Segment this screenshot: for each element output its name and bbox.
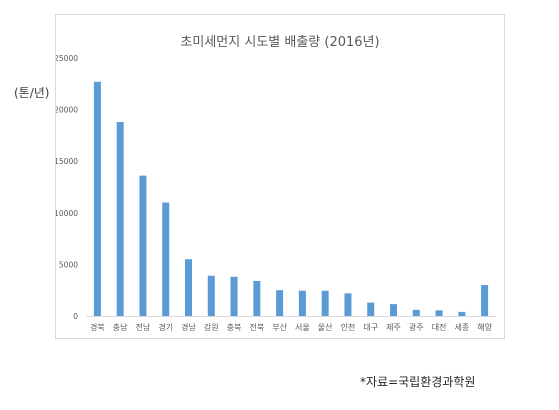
bar — [207, 275, 215, 316]
bar — [162, 202, 170, 316]
x-tick-label: 서울 — [295, 323, 310, 332]
y-tick-label: 15000 — [56, 157, 78, 166]
x-tick-label: 경북 — [90, 322, 105, 332]
x-tick-label: 부산 — [272, 322, 287, 332]
bar — [230, 276, 238, 316]
x-tick-label: 경남 — [181, 322, 196, 332]
x-axis: 경북 충남 전남 경기 경남 강원 충북 전북 부산 서울 울산 인천 대구 제주 광주 대전 세종 해양 — [90, 322, 493, 332]
x-tick-label: 강원 — [204, 322, 219, 332]
x-tick-label: 전남 — [136, 322, 151, 332]
x-tick-label: 해양 — [477, 322, 492, 332]
bar — [481, 285, 489, 316]
bar — [253, 280, 261, 316]
bar — [344, 293, 352, 316]
bar-series — [93, 81, 489, 317]
bar — [276, 290, 284, 316]
y-axis: 0 5000 10000 15000 20000 25000 — [56, 54, 78, 321]
bar — [185, 259, 192, 316]
x-tick-label: 인천 — [341, 322, 356, 332]
x-tick-label: 광주 — [409, 322, 424, 332]
bar — [412, 309, 420, 316]
bar — [298, 290, 306, 316]
bar — [390, 304, 397, 316]
y-tick-label: 20000 — [56, 106, 78, 115]
x-tick-label: 충북 — [227, 323, 242, 332]
bar — [116, 121, 124, 316]
y-tick-label: 0 — [73, 312, 78, 321]
bar — [93, 81, 101, 317]
x-tick-label: 울산 — [318, 322, 333, 332]
bar — [139, 175, 147, 316]
bar-chart: 0 5000 10000 15000 20000 25000 경북 충남 전남 경기 경남 강원 충북… — [56, 54, 496, 332]
bar — [367, 302, 375, 316]
chart-title: 초미세먼지 시도별 배출량 (2016년) — [180, 35, 380, 50]
y-axis-unit-label: (톤/년) — [14, 86, 50, 100]
y-tick-label: 5000 — [59, 260, 78, 269]
x-tick-label: 경기 — [158, 322, 173, 332]
x-tick-label: 충남 — [113, 323, 128, 332]
x-tick-label: 전북 — [249, 322, 264, 332]
chart-area: 초미세먼지 시도별 배출량 (2016년) 0 5000 10000 15000 200… — [55, 14, 505, 339]
x-tick-label: 대구 — [363, 323, 378, 332]
bar — [458, 311, 466, 316]
x-tick-label: 제주 — [386, 323, 401, 332]
y-tick-label: 25000 — [56, 54, 78, 63]
source-note: *자료=국립환경과학원 — [360, 375, 476, 389]
x-tick-label: 대전 — [432, 322, 447, 332]
y-tick-label: 10000 — [56, 209, 78, 218]
bar — [435, 310, 443, 316]
x-tick-label: 세종 — [454, 323, 469, 332]
bar — [321, 290, 329, 316]
